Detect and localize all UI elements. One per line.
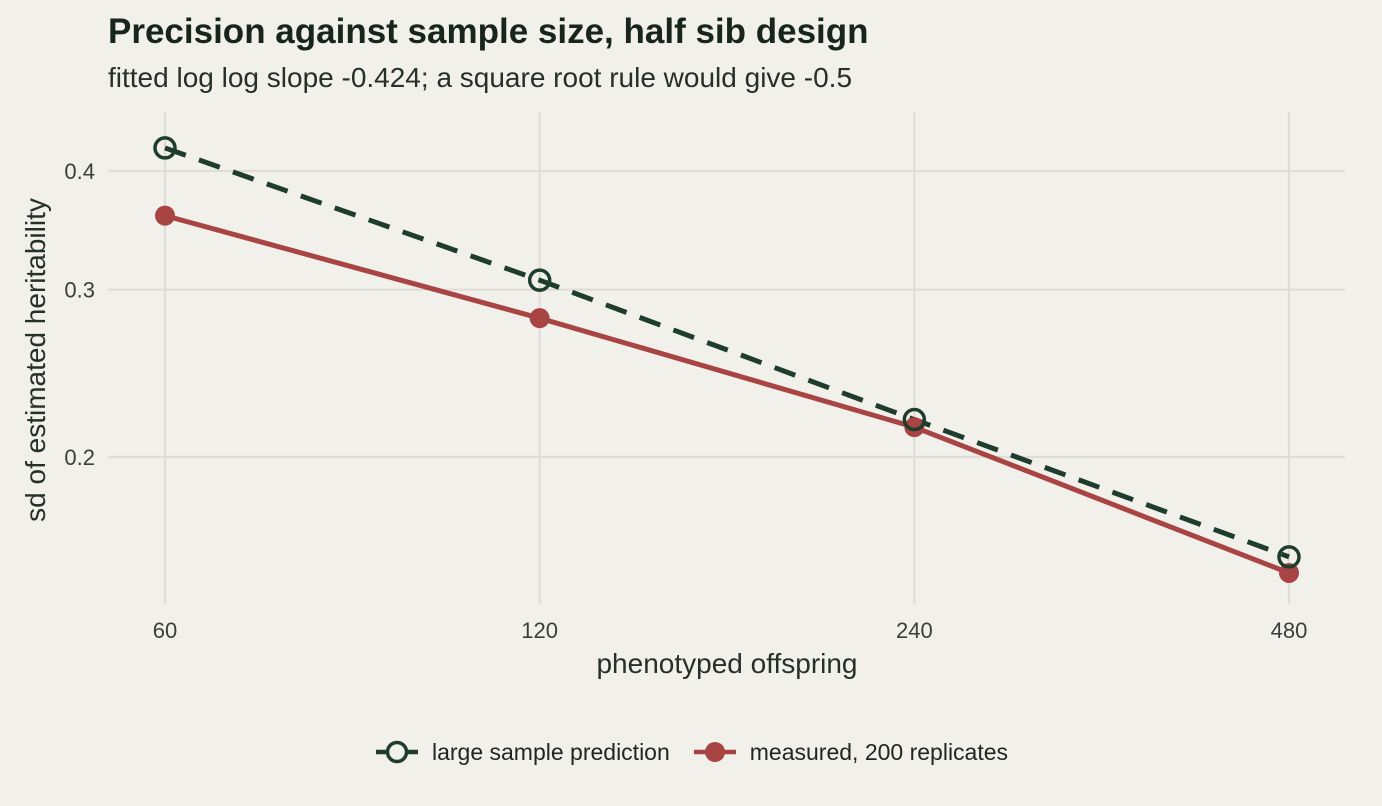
- measured-point: [529, 308, 550, 329]
- tick-labels: 60 120 240 480 0.2 0.3 0.4: [64, 159, 1307, 643]
- legend-item-measured: measured, 200 replicates: [692, 732, 1008, 772]
- legend: large sample prediction measured, 200 re…: [0, 732, 1382, 772]
- measured-point: [1279, 562, 1299, 583]
- chart-title: Precision against sample size, half sib …: [108, 12, 869, 51]
- legend-measured-marker: [704, 742, 725, 762]
- legend-item-prediction: large sample prediction: [374, 732, 670, 772]
- y-tick-label: 0.3: [64, 278, 95, 303]
- y-tick-label: 0.2: [64, 445, 95, 470]
- prediction-point: [527, 268, 552, 292]
- prediction-point: [902, 407, 927, 432]
- measured-series-line: [164, 213, 1290, 576]
- chart-subtitle: fitted log log slope -0.424; a square ro…: [108, 62, 853, 93]
- series-layer: [153, 136, 1301, 583]
- legend-label-prediction: large sample prediction: [431, 738, 670, 765]
- prediction-series-line: [164, 145, 1290, 560]
- x-tick-label: 120: [521, 618, 558, 643]
- prediction-point: [153, 136, 177, 160]
- legend-label-measured: measured, 200 replicates: [749, 738, 1009, 765]
- legend-key-measured: [693, 742, 736, 762]
- x-tick-label: 480: [1271, 618, 1308, 643]
- chart-plot-area: 60 120 240 480 0.2 0.3 0.4 phenotyped offsprin…: [20, 112, 1345, 679]
- legend-key-prediction: [375, 740, 418, 764]
- prediction-point: [1277, 545, 1301, 569]
- legend-prediction-marker: [385, 740, 409, 764]
- x-axis-title: phenotyped offspring: [596, 648, 857, 679]
- x-tick-label: 60: [153, 618, 177, 643]
- x-tick-label: 240: [896, 618, 933, 643]
- measured-point: [155, 205, 175, 226]
- measured-point: [904, 417, 925, 438]
- y-tick-label: 0.4: [64, 159, 95, 184]
- grid-lines: [108, 112, 1345, 604]
- y-axis-title: sd of estimated heritability: [20, 198, 51, 522]
